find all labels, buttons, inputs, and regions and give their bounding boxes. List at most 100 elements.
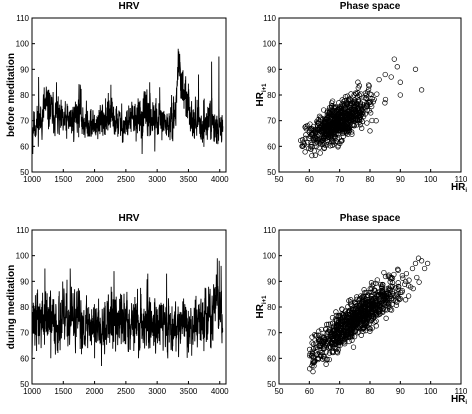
scatter-point [343, 317, 350, 324]
scatter-point [388, 74, 394, 80]
scatter-point [334, 321, 340, 328]
phase-before-xticks: 50 60 70 80 90 100 110 [275, 169, 468, 184]
scatter-point [309, 340, 315, 346]
scatter-point [409, 265, 416, 272]
scatter-point [349, 305, 356, 312]
phase-during-xlabel-main: HR [451, 394, 466, 405]
y-tick-label: 50 [267, 168, 276, 177]
scatter-point [370, 316, 376, 322]
phase-before-ylabel-sub: i+1 [262, 83, 268, 92]
scatter-point [302, 149, 308, 155]
scatter-point [368, 310, 374, 316]
scatter-point [355, 90, 361, 96]
scatter-point [403, 278, 409, 285]
scatter-point [315, 132, 322, 138]
scatter-point [369, 289, 375, 295]
scatter-point [382, 273, 389, 280]
scatter-point [388, 307, 395, 313]
x-tick-label: 1500 [54, 387, 72, 396]
scatter-point [359, 307, 365, 313]
phase-before-xlabel-main: HR [451, 182, 466, 193]
scatter-point [347, 318, 353, 324]
scatter-point [337, 331, 343, 338]
scatter-point [357, 109, 364, 116]
scatter-point [334, 350, 341, 356]
phase-during-title: Phase space [340, 213, 401, 224]
panel-hrv-during: HRV during meditation 50 60 70 80 90 100 110 1… [6, 213, 229, 396]
scatter-point [331, 327, 337, 333]
y-tick-label: 60 [267, 142, 276, 151]
scatter-point [359, 110, 365, 117]
scatter-point [335, 347, 341, 353]
scatter-point [357, 122, 364, 128]
scatter-point [383, 300, 389, 306]
phase-before-xlabel-sub: i [465, 188, 467, 194]
scatter-point [328, 136, 334, 142]
scatter-point [327, 143, 333, 149]
scatter-point [307, 121, 313, 127]
y-tick-label: 50 [267, 380, 276, 389]
scatter-point [336, 100, 342, 106]
scatter-point [382, 71, 388, 78]
x-tick-label: 100 [424, 175, 438, 184]
scatter-point [399, 272, 405, 279]
scatter-point [330, 326, 336, 332]
scatter-point [310, 368, 316, 375]
scatter-point [362, 322, 368, 329]
scatter-point [333, 316, 339, 322]
scatter-point [395, 295, 402, 302]
scatter-point [365, 82, 372, 88]
scatter-point [372, 302, 378, 308]
scatter-point [373, 280, 379, 287]
scatter-point [331, 118, 338, 125]
scatter-point [342, 308, 349, 314]
scatter-point [383, 315, 389, 321]
scatter-point [313, 143, 320, 149]
phase-before-axes [278, 17, 462, 173]
y-tick-label: 100 [16, 252, 30, 261]
phase-during-ylabel: HRi+1 [255, 295, 268, 319]
scatter-point [331, 331, 337, 337]
x-tick-label: 3500 [180, 387, 198, 396]
scatter-point [349, 131, 355, 137]
scatter-point [329, 98, 336, 104]
scatter-point [388, 274, 395, 281]
x-tick-label: 4000 [211, 175, 229, 184]
scatter-point [299, 143, 305, 149]
scatter-point [369, 325, 375, 331]
scatter-point [389, 283, 396, 290]
scatter-point [369, 285, 375, 291]
x-tick-label: 3500 [180, 175, 198, 184]
phase-during-xlabel: HRi [451, 394, 467, 406]
phase-before-ylabel: HRi+1 [255, 83, 268, 107]
scatter-point [370, 99, 376, 105]
scatter-point [343, 128, 349, 134]
x-tick-label: 50 [275, 387, 284, 396]
scatter-point [348, 97, 354, 103]
scatter-point [363, 95, 369, 102]
phase-during-ylabel-sub: i+1 [262, 295, 268, 304]
scatter-point [378, 283, 385, 289]
x-tick-label: 2500 [117, 387, 135, 396]
scatter-point [371, 96, 377, 103]
scatter-point [312, 152, 319, 158]
scatter-point [317, 114, 324, 121]
scatter-point [316, 338, 322, 344]
scatter-point [372, 305, 379, 312]
phase-before-xlabel: HRi [451, 182, 467, 194]
x-tick-label: 80 [366, 175, 375, 184]
scatter-point [333, 126, 339, 133]
scatter-point [405, 293, 412, 299]
x-tick-label: 1500 [54, 175, 72, 184]
scatter-point [389, 280, 396, 286]
scatter-point [382, 100, 388, 106]
scatter-point [336, 122, 343, 128]
scatter-point [316, 113, 323, 119]
scatter-point [308, 139, 314, 146]
scatter-point [371, 313, 377, 319]
y-tick-label: 60 [267, 354, 276, 363]
y-tick-label: 80 [267, 91, 276, 100]
scatter-point [408, 284, 414, 290]
scatter-point [354, 296, 360, 302]
x-tick-label: 90 [396, 175, 405, 184]
